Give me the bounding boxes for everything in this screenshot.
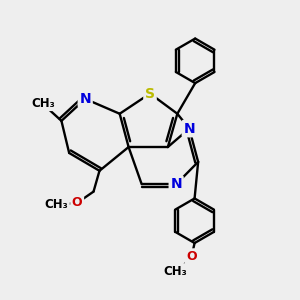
Text: CH₃: CH₃	[164, 265, 187, 278]
Text: CH₃: CH₃	[32, 97, 56, 110]
Text: S: S	[145, 86, 155, 100]
Text: O: O	[72, 196, 83, 209]
Text: N: N	[170, 177, 182, 191]
Text: N: N	[80, 92, 91, 106]
Text: CH₃: CH₃	[44, 198, 68, 211]
Text: O: O	[186, 250, 197, 263]
Text: N: N	[183, 122, 195, 136]
